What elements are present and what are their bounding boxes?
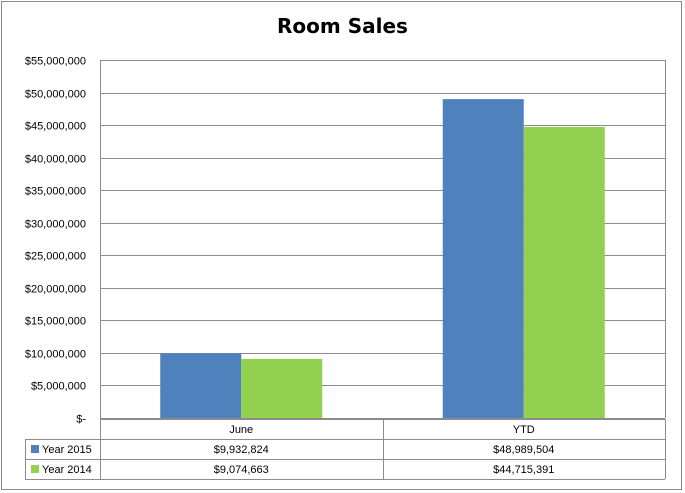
y-tick-label: $5,000,000: [31, 381, 86, 393]
data-table: June YTD Year 2015 $9,932,824 $48,989,504 Yea…: [25, 419, 666, 480]
y-tick-label: $40,000,000: [25, 154, 86, 166]
y-tick-label: $50,000,000: [25, 89, 86, 101]
bar: [523, 126, 605, 419]
data-label: $9,932,824: [214, 444, 269, 456]
y-tick-label: $15,000,000: [25, 316, 86, 328]
y-tick-label: $55,000,000: [25, 56, 86, 68]
y-tick-label: $10,000,000: [25, 349, 86, 361]
category-label: YTD: [513, 424, 535, 436]
legend-swatch: [31, 445, 39, 453]
y-tick-label: $20,000,000: [25, 284, 86, 296]
data-label: $9,074,663: [214, 464, 269, 476]
data-label: $44,715,391: [493, 464, 554, 476]
bar: [241, 358, 323, 418]
y-tick-label: $35,000,000: [25, 186, 86, 198]
bar: [160, 353, 242, 418]
y-axis-tick-labels: $- $5,000,000 $10,000,000 $15,000,000 $20,00…: [25, 56, 87, 426]
y-tick-label: $45,000,000: [25, 121, 86, 133]
category-label: June: [229, 424, 253, 436]
legend-swatch: [31, 465, 39, 473]
bars: [160, 99, 605, 419]
y-tick-label: $-: [76, 414, 86, 426]
data-label: $48,989,504: [493, 444, 554, 456]
chart-title: Room Sales: [277, 14, 408, 38]
bar: [442, 99, 524, 418]
y-tick-label: $25,000,000: [25, 251, 86, 263]
legend-entry: Year 2014: [42, 464, 92, 476]
y-tick-label: $30,000,000: [25, 219, 86, 231]
legend-entry: Year 2015: [42, 444, 92, 456]
